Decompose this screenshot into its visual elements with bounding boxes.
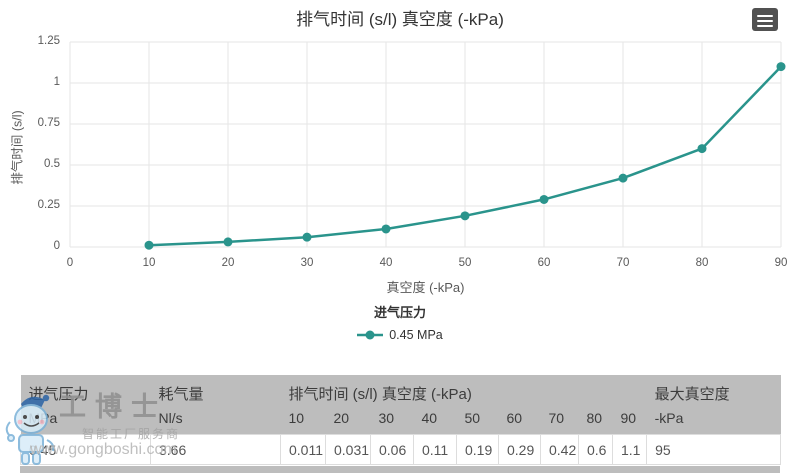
table-cell: 0.031 — [325, 434, 371, 465]
col-header: 进气压力 — [20, 375, 151, 407]
unit-header: 70 — [540, 407, 579, 435]
legend-title: 进气压力 — [373, 305, 426, 320]
col-header: 耗气量 — [150, 375, 281, 407]
unit-header: 40 — [413, 407, 457, 435]
y-axis-tick-label: 0 — [53, 240, 60, 252]
table-cell: 1.1 — [611, 434, 648, 465]
table-cell: 0.6 — [578, 434, 613, 465]
x-axis-tick-label: 70 — [616, 257, 630, 269]
y-axis-tick-label: 0.25 — [37, 199, 60, 211]
chart-title: 排气时间 (s/l) 真空度 (-kPa) — [296, 10, 504, 29]
table-cell: 0.06 — [370, 434, 414, 465]
unit-header: MPa — [20, 407, 151, 435]
unit-header: 30 — [370, 407, 414, 435]
hamburger-icon — [757, 19, 773, 22]
legend-item[interactable]: 0.45 MPa — [357, 328, 443, 342]
y-axis-title: 排气时间 (s/l) — [10, 110, 25, 185]
table-cell: 95 — [646, 434, 782, 465]
hamburger-icon — [757, 14, 773, 17]
unit-header: 10 — [280, 407, 326, 435]
spec-table: 进气压力 耗气量 排气时间 (s/l) 真空度 (-kPa) 最大真空度 MPa… — [20, 375, 782, 473]
x-axis-tick-label: 0 — [66, 257, 74, 269]
spec-table-grid: 进气压力 耗气量 排气时间 (s/l) 真空度 (-kPa) 最大真空度 MPa… — [20, 375, 782, 465]
x-axis-tick-label: 10 — [142, 257, 156, 269]
unit-header: 20 — [325, 407, 371, 435]
unit-header: -kPa — [646, 407, 781, 435]
table-cell: 0.29 — [498, 434, 541, 465]
x-axis-tick-label: 60 — [537, 257, 551, 269]
unit-header: 60 — [498, 407, 541, 435]
table-cell: 3.66 — [150, 434, 281, 465]
series-marker-icon — [357, 330, 384, 340]
y-axis-tick-label: 0.5 — [44, 158, 60, 170]
unit-header: Nl/s — [150, 407, 281, 435]
x-axis-tick-label: 30 — [300, 257, 314, 269]
x-axis-tick-label: 20 — [221, 257, 235, 269]
y-axis-tick-label: 1.25 — [37, 35, 60, 47]
table-row: 0.45 3.66 0.011 0.031 0.06 0.11 0.19 0.2… — [20, 434, 782, 465]
table-units-row: MPa Nl/s 10 20 30 40 50 60 70 80 90 -kPa — [20, 407, 781, 435]
table-cell: 0.42 — [540, 434, 579, 465]
unit-header: 90 — [612, 407, 647, 435]
table-cell: 0.19 — [456, 434, 499, 465]
x-axis-tick-label: 40 — [379, 257, 393, 269]
x-axis-title: 真空度 (-kPa) — [386, 280, 465, 295]
hamburger-icon — [757, 24, 773, 27]
x-axis-tick-label: 90 — [774, 257, 788, 269]
y-axis-tick-label: 0.75 — [37, 117, 60, 129]
unit-header: 80 — [578, 407, 613, 435]
table-cell: 0.45 — [20, 434, 151, 465]
table-cell: 0.11 — [413, 434, 457, 465]
legend-item-label: 0.45 MPa — [389, 328, 443, 342]
unit-header: 50 — [456, 407, 499, 435]
table-header-row: 进气压力 耗气量 排气时间 (s/l) 真空度 (-kPa) 最大真空度 — [20, 375, 781, 407]
plot-area — [69, 41, 786, 250]
chart-context-menu-button[interactable] — [752, 8, 778, 31]
col-header: 最大真空度 — [646, 375, 781, 407]
x-axis-tick-label: 80 — [695, 257, 709, 269]
col-header: 排气时间 (s/l) 真空度 (-kPa) — [280, 375, 647, 407]
x-axis-tick-label: 50 — [458, 257, 472, 269]
legend: 进气压力 0.45 MPa — [0, 302, 800, 346]
y-axis-tick-label: 1 — [53, 76, 60, 88]
table-cell: 0.011 — [280, 434, 326, 465]
